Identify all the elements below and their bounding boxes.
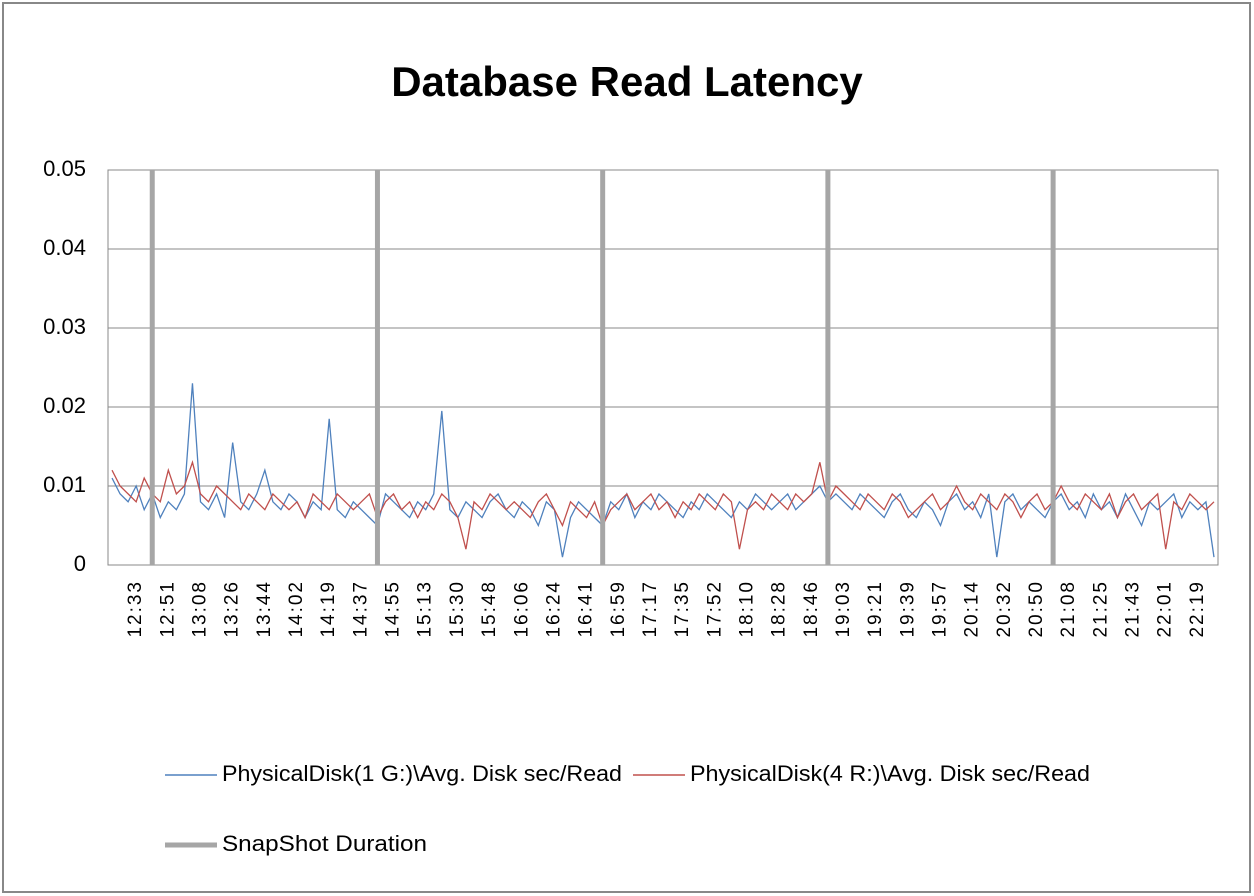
x-tick-label: 13:08 [190,580,211,638]
x-tick-label: 17:17 [640,580,661,638]
x-tick-label: 21:43 [1123,580,1144,638]
x-tick-label: 16:59 [608,580,629,638]
x-tick-label: 20:14 [962,580,983,638]
x-tick-label: 21:08 [1058,580,1079,638]
x-tick-label: 18:10 [736,580,757,638]
legend-label: SnapShot Duration [222,831,427,856]
data-line [111,460,1215,550]
x-tick-label: 22:19 [1187,580,1208,638]
x-tick-label: 21:25 [1090,580,1111,638]
y-tick-label: 0 [74,551,86,576]
x-tick-label: 14:37 [350,580,371,638]
x-tick-label: 15:30 [447,580,468,638]
x-tick-label: 16:41 [576,580,597,638]
y-tick-label: 0.02 [43,393,86,418]
x-tick-label: 13:26 [222,580,243,638]
legend-label: PhysicalDisk(4 R:)\Avg. Disk sec/Read [690,761,1090,786]
x-tick-label: 14:02 [286,580,307,638]
x-tick-label: 15:48 [479,580,500,638]
x-tick-label: 13:44 [254,580,275,638]
x-tick-label: 19:57 [930,580,951,638]
x-tick-label: 16:24 [543,580,564,638]
x-tick-label: 16:06 [511,580,532,638]
x-tick-label: 19:21 [865,580,886,638]
legend-label: PhysicalDisk(1 G:)\Avg. Disk sec/Read [222,761,622,786]
y-tick-label: 0.01 [43,472,86,497]
x-tick-label: 17:35 [672,580,693,638]
x-tick-label: 22:01 [1155,580,1176,638]
x-tick-label: 19:39 [897,580,918,638]
x-tick-label: 20:32 [994,580,1015,638]
y-tick-label: 0.04 [43,235,86,260]
x-tick-label: 17:52 [704,580,725,638]
x-tick-label: 12:33 [125,580,146,638]
x-tick-label: 14:55 [383,580,404,638]
chart-title: Database Read Latency [391,58,863,105]
x-tick-label: 18:28 [769,580,790,638]
y-tick-label: 0.05 [43,156,86,181]
y-tick-label: 0.03 [43,314,86,339]
x-tick-label: 19:03 [833,580,854,638]
data-line [111,383,1215,558]
x-tick-label: 15:13 [415,580,436,638]
x-tick-label: 18:46 [801,580,822,638]
x-tick-label: 12:51 [157,580,178,638]
x-tick-label: 20:50 [1026,580,1047,638]
x-tick-label: 14:19 [318,580,339,638]
